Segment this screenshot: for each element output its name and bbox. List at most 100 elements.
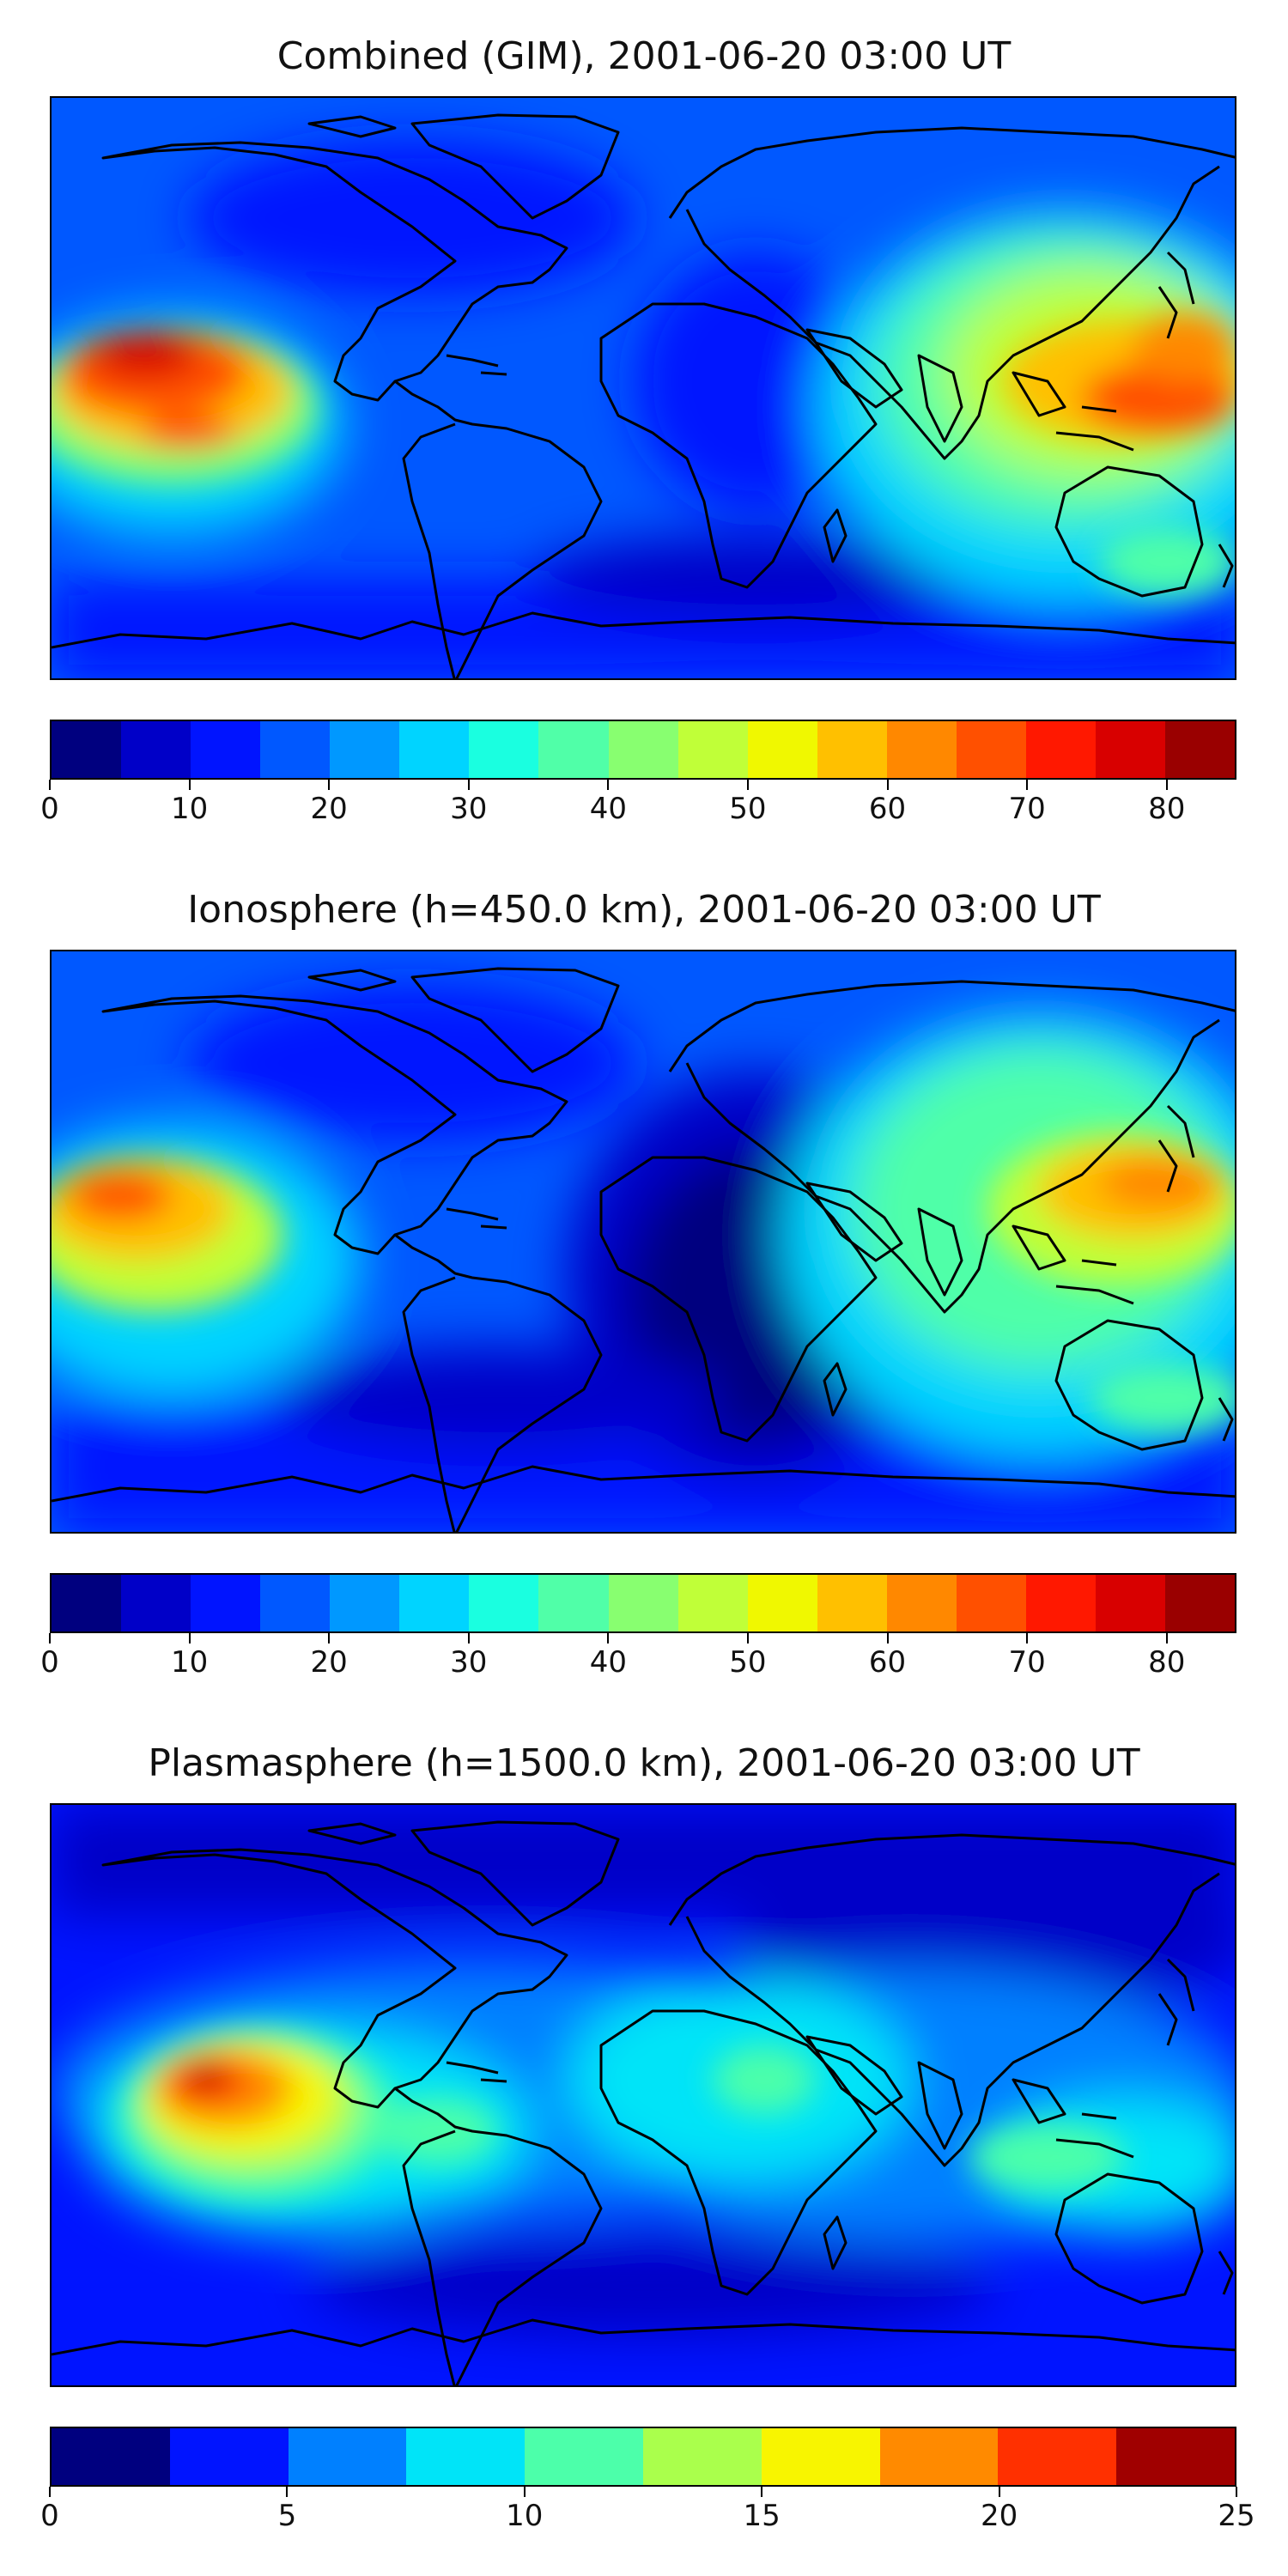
colorbar-tick-label: 0 [40,792,59,826]
colorbar-tick-label: 40 [589,1645,627,1680]
colorbar-segment [677,721,748,778]
colorbar-segment [538,721,609,778]
colorbar-tick-label: 0 [40,2499,59,2533]
colorbar-segment [1165,1575,1236,1631]
colorbar-segment [330,721,400,778]
colorbar-tick [286,2487,289,2497]
colorbar-tick [746,1633,749,1643]
colorbar-segment [260,721,331,778]
colorbar-segment [886,721,957,778]
colorbar-tick [998,2487,1000,2497]
colorbar-tick [1026,1633,1029,1643]
colorbar-tick-label: 70 [1008,1645,1046,1680]
colorbar-tick [607,780,610,790]
panel-2-title: Ionosphere (h=450.0 km), 2001-06-20 03:0… [187,888,1101,932]
colorbar-tick [886,780,889,790]
colorbar-segment [956,1575,1026,1631]
colorbar-tick [328,1633,331,1643]
colorbar-segment [817,1575,887,1631]
colorbar-segment [608,721,678,778]
colorbar-segment [879,2428,999,2485]
colorbar-segment [288,2428,407,2485]
colorbar-tick-label: 15 [743,2499,781,2533]
colorbar-segment [538,1575,609,1631]
colorbar-segment [399,1575,470,1631]
colorbar-tick [886,1633,889,1643]
panel-2-colorbar [50,1573,1236,1633]
colorbar-segment [817,721,887,778]
colorbar-segment [52,1575,122,1631]
colorbar-tick-label: 60 [868,792,907,826]
colorbar-tick-label: 80 [1148,792,1186,826]
colorbar-tick [188,1633,191,1643]
colorbar-tick-label: 0 [40,1645,59,1680]
colorbar-segment [260,1575,331,1631]
colorbar-segment [642,2428,762,2485]
colorbar-tick [761,2487,763,2497]
colorbar-segment [608,1575,678,1631]
colorbar-tick [467,1633,470,1643]
colorbar-tick-label: 30 [450,792,488,826]
panel-3-title: Plasmasphere (h=1500.0 km), 2001-06-20 0… [148,1741,1140,1785]
panel-2-tec-field [52,951,1235,1532]
colorbar-tick-label: 10 [170,1645,209,1680]
colorbar-segment [121,1575,191,1631]
colorbar-segment [169,2428,289,2485]
panel-1-colorbar-ticks: 0 10 20 30 40 50 60 70 80 [40,780,1236,826]
colorbar-segment [747,1575,817,1631]
panel-1-title: Combined (GIM), 2001-06-20 03:00 UT [276,34,1012,78]
colorbar-segment [886,1575,957,1631]
colorbar-tick-label: 5 [277,2499,297,2533]
colorbar-tick-label: 40 [589,792,627,826]
colorbar-tick-label: 20 [980,2499,1018,2533]
colorbar-tick [328,780,331,790]
colorbar-segment [998,2428,1117,2485]
colorbar-tick [607,1633,610,1643]
panel-3-map [50,1803,1236,2387]
colorbar-tick [746,780,749,790]
colorbar-tick [1165,1633,1168,1643]
colorbar-segment [406,2428,526,2485]
colorbar-segment [52,2428,170,2485]
colorbar-segment [1025,1575,1096,1631]
colorbar-tick [49,2487,51,2497]
colorbar-segment [330,1575,400,1631]
panel-3-colorbar-ticks: 0 5 10 15 20 25 [40,2487,1255,2533]
colorbar-tick-label: 10 [506,2499,544,2533]
colorbar-segment [956,721,1026,778]
colorbar-tick-label: 50 [729,792,767,826]
colorbar-segment [761,2428,880,2485]
panel-3-colorbar [50,2427,1236,2487]
colorbar-segment [52,721,122,778]
colorbar-segment [1095,721,1165,778]
colorbar-tick-label: 60 [868,1645,907,1680]
colorbar-segment [469,721,539,778]
panel-2-map [50,950,1236,1534]
colorbar-segment [191,1575,261,1631]
colorbar-segment [677,1575,748,1631]
panel-3-tec-field [52,1805,1235,2385]
colorbar-segment [747,721,817,778]
colorbar-tick [467,780,470,790]
panel-1-tec-field [52,98,1235,678]
colorbar-tick [49,1633,51,1643]
colorbar-tick-label: 30 [450,1645,488,1680]
colorbar-segment [469,1575,539,1631]
colorbar-tick-label: 70 [1008,792,1046,826]
colorbar-tick [1165,780,1168,790]
colorbar-segment [1025,721,1096,778]
colorbar-tick [523,2487,526,2497]
colorbar-segment [525,2428,643,2485]
colorbar-segment [1116,2428,1235,2485]
panel-1-map [50,96,1236,680]
panel-2-colorbar-ticks: 0 10 20 30 40 50 60 70 80 [40,1633,1236,1680]
colorbar-tick [49,780,51,790]
colorbar-tick-label: 80 [1148,1645,1186,1680]
colorbar-tick [188,780,191,790]
colorbar-tick [1236,2487,1237,2497]
colorbar-segment [1165,721,1236,778]
colorbar-tick-label: 20 [310,792,348,826]
colorbar-segment [399,721,470,778]
colorbar-tick-label: 50 [729,1645,767,1680]
colorbar-tick-label: 10 [170,792,209,826]
